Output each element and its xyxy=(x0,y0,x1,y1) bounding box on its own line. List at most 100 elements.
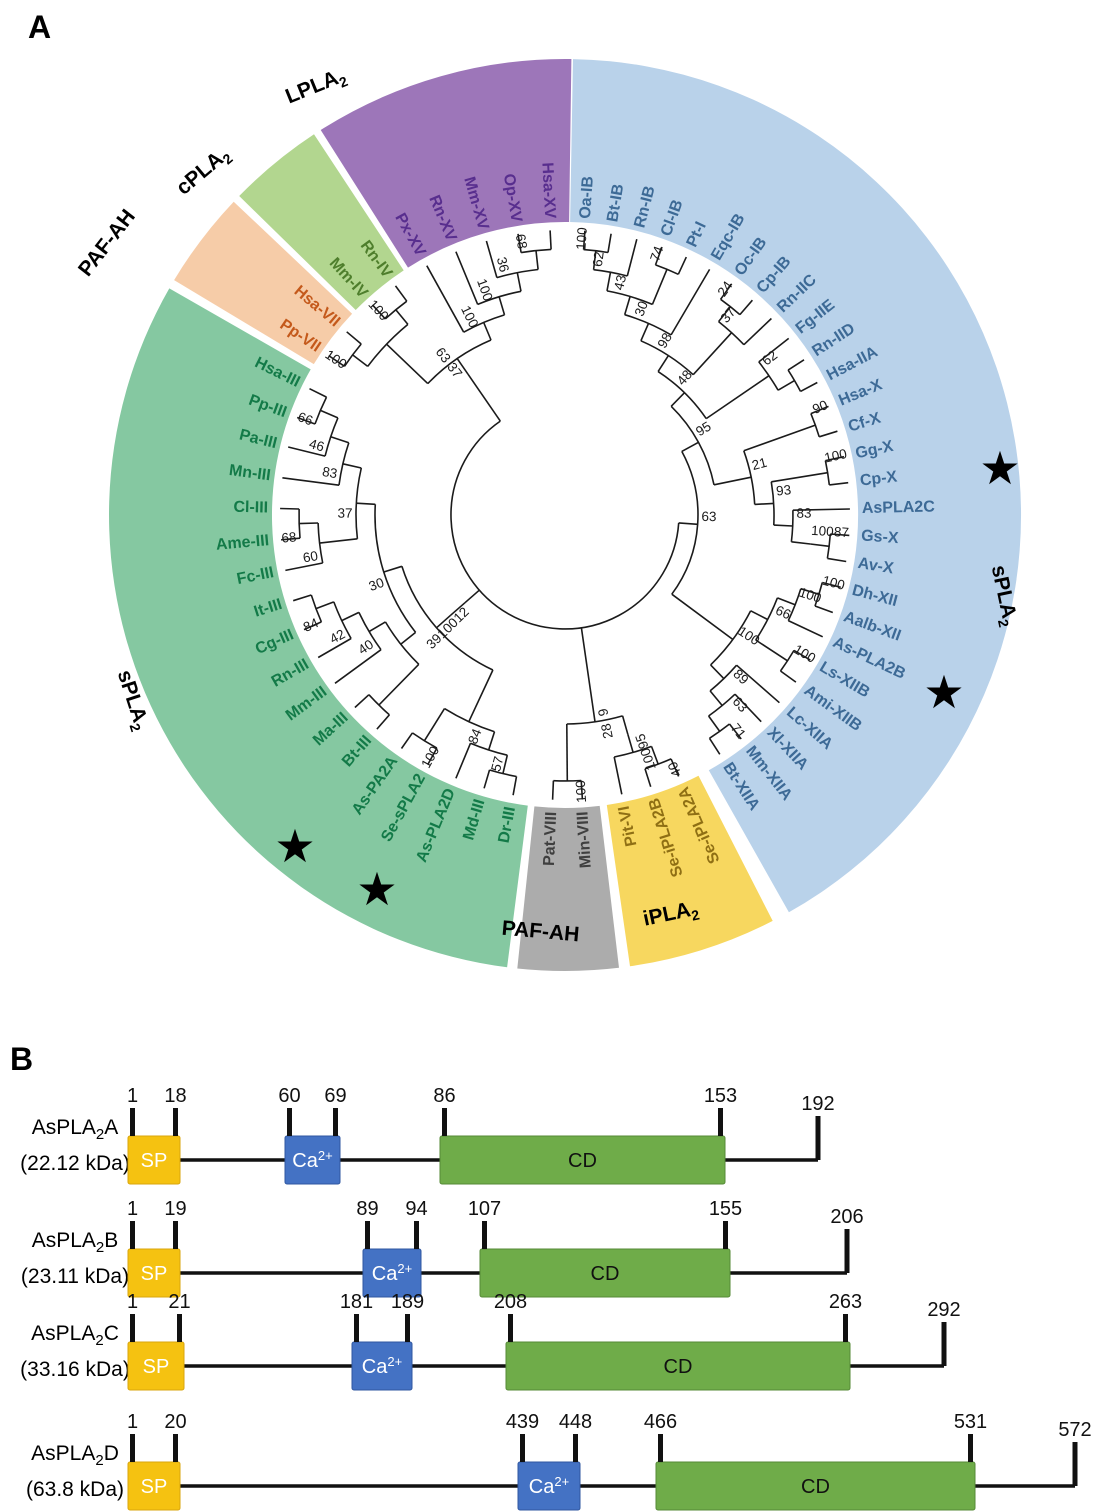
domain-label: CD xyxy=(568,1150,597,1172)
clade-arc xyxy=(710,610,752,666)
taxon-label: Hsa-XV xyxy=(538,162,558,219)
branch xyxy=(626,239,638,277)
bootstrap-value: 57 xyxy=(488,755,506,773)
residue-tick xyxy=(573,1434,578,1462)
clade-arc xyxy=(310,594,323,623)
taxon-label: Gs-X xyxy=(861,527,900,547)
domain-label: Ca2+ xyxy=(362,1354,402,1378)
clade-arc xyxy=(624,313,672,336)
branch xyxy=(736,664,780,704)
domain-label: Ca2+ xyxy=(292,1148,332,1172)
branch xyxy=(516,272,522,292)
taxon-label: Bt-IB xyxy=(604,183,627,223)
branch xyxy=(378,663,420,706)
branch xyxy=(719,283,733,300)
bootstrap-value: 21 xyxy=(750,455,768,473)
taxon-label: Fc-III xyxy=(235,564,275,588)
residue-tick xyxy=(405,1314,410,1342)
residue-number: 572 xyxy=(1058,1419,1091,1441)
branch xyxy=(566,723,569,782)
bootstrap-value: 100 xyxy=(811,523,834,539)
bootstrap-value: 98 xyxy=(654,330,675,351)
branch xyxy=(787,619,824,638)
branch xyxy=(342,463,362,469)
branch xyxy=(800,381,818,393)
branch xyxy=(623,296,631,315)
taxon-label: Oa-IB xyxy=(577,176,597,220)
residue-tick xyxy=(173,1434,178,1462)
clade-arc xyxy=(655,264,679,276)
family-band-blue xyxy=(570,59,1022,913)
branch xyxy=(456,358,469,375)
bootstrap-value: 84 xyxy=(465,726,485,746)
bootstrap-value: 68 xyxy=(281,529,297,545)
branch xyxy=(386,343,429,385)
domain-label: SP xyxy=(141,1150,168,1172)
clade-arc xyxy=(333,601,352,639)
branch xyxy=(678,522,698,526)
domain-box-cd xyxy=(655,1461,976,1511)
branch xyxy=(822,581,841,589)
residue-number: 206 xyxy=(830,1206,863,1228)
branch xyxy=(670,392,686,407)
branch xyxy=(710,664,725,680)
star-icon: ★ xyxy=(356,863,397,915)
clade-arc xyxy=(670,405,715,485)
branch xyxy=(777,597,796,606)
residue-number: 1 xyxy=(127,1411,138,1433)
bootstrap-value: 100 xyxy=(418,744,442,771)
family-band-orange xyxy=(174,201,353,365)
clade-arc xyxy=(718,320,745,346)
bootstrap-value: 100 xyxy=(573,780,589,803)
family-band-gray xyxy=(517,805,619,972)
residue-number: 153 xyxy=(704,1085,737,1107)
domain-box-ca xyxy=(517,1461,581,1511)
family-group-label: PAF-AH xyxy=(74,205,140,280)
residue-tick xyxy=(333,1108,338,1136)
bootstrap-value: 62 xyxy=(759,347,780,368)
branch xyxy=(734,693,762,723)
branch xyxy=(383,565,403,573)
branch xyxy=(709,690,723,707)
protein-name: AsPLA2C xyxy=(31,1322,119,1349)
residue-tick xyxy=(508,1314,513,1342)
branch xyxy=(657,355,670,373)
branch xyxy=(728,723,742,740)
branch xyxy=(551,780,555,800)
branch xyxy=(754,502,774,506)
domain-label: Ca2+ xyxy=(529,1474,569,1498)
residue-tick xyxy=(173,1108,178,1136)
bootstrap-value: 100 xyxy=(458,303,481,330)
taxon-label: Cl-III xyxy=(233,499,268,517)
protein-row: AsPLA2A (22.12 kDa) 192 SP 1 18 Ca2+ 60 69 CD 86 15… xyxy=(20,1085,835,1185)
branch xyxy=(671,593,734,641)
branch xyxy=(423,708,446,742)
branch xyxy=(713,476,752,486)
branch xyxy=(498,296,506,316)
residue-tick xyxy=(414,1221,419,1249)
domain-box-sp xyxy=(127,1248,181,1298)
taxon-label: Cp-X xyxy=(859,468,898,489)
residue-number: 263 xyxy=(829,1291,862,1313)
phylogenetic-tree xyxy=(280,230,850,800)
protein-name: AsPLA2B xyxy=(32,1229,119,1256)
branch xyxy=(487,731,496,751)
taxon-label: Dr-III xyxy=(496,805,519,844)
branch xyxy=(739,299,754,316)
bootstrap-value: 100 xyxy=(821,573,847,593)
branch xyxy=(464,589,480,604)
residue-tick xyxy=(130,1314,135,1342)
branch xyxy=(777,379,795,391)
branch xyxy=(670,758,680,777)
residue-number: 189 xyxy=(391,1291,424,1313)
bootstrap-value: 62 xyxy=(590,251,607,268)
clade-arc xyxy=(709,723,730,739)
branch xyxy=(792,508,850,511)
bootstrap-value: 95 xyxy=(632,732,651,751)
branch xyxy=(282,477,340,486)
domain-label: CD xyxy=(801,1476,830,1498)
protein-name: AsPLA2D xyxy=(31,1442,119,1469)
